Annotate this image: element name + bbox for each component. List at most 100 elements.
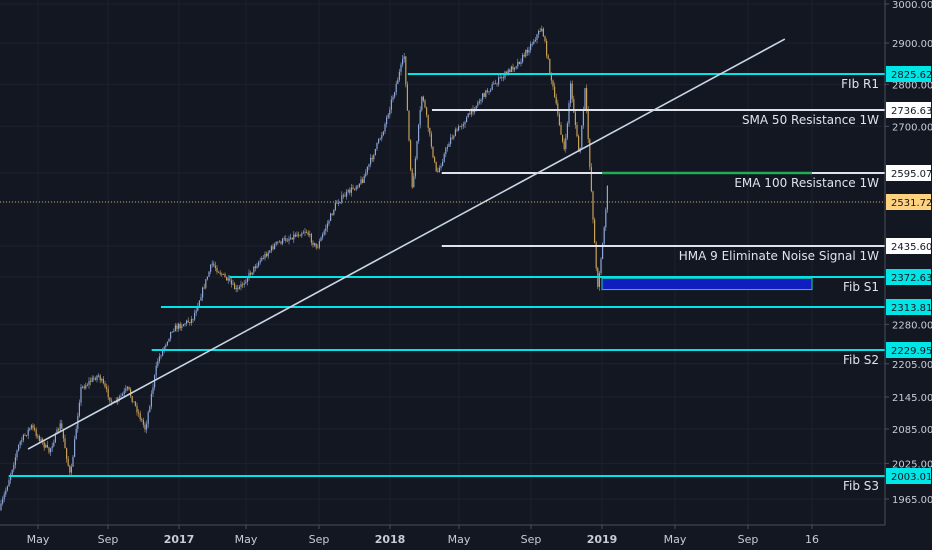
candle-body [592, 191, 594, 220]
candle-body [118, 396, 120, 398]
candle-body [162, 349, 164, 356]
candle-body [509, 69, 511, 73]
candle-body [218, 271, 220, 273]
candle-body [168, 338, 170, 342]
candle-body [133, 401, 135, 403]
candle-body [282, 238, 284, 244]
candle-body [578, 136, 580, 152]
candle-body [30, 425, 32, 429]
candle-body [267, 252, 269, 257]
grid [0, 0, 885, 525]
x-tick-label: Sep [521, 533, 542, 546]
candle-body [547, 55, 549, 59]
candle-body [250, 272, 252, 275]
candle-body [294, 234, 296, 237]
candle-body [254, 266, 256, 268]
candle-body [477, 102, 479, 106]
candle-body [298, 234, 300, 236]
candle-body [86, 384, 88, 386]
candle-body [352, 187, 354, 190]
candle-body [315, 243, 317, 248]
candle-body [158, 356, 160, 362]
candle-body [256, 266, 258, 268]
candle-body [550, 73, 552, 81]
candle-body [368, 164, 370, 167]
candle-body [286, 240, 288, 242]
candle-body [514, 67, 516, 70]
candle-body [187, 320, 189, 323]
candle-body [258, 262, 260, 267]
candle-body [229, 278, 231, 281]
candle-body [566, 123, 568, 138]
candle-body [389, 109, 391, 115]
candle-body [355, 186, 357, 190]
candle-body [490, 89, 492, 92]
candle-body [18, 444, 20, 451]
support-resistance-levels: FIb R1 SMA 50 Resistance 1W EMA 100 Resist… [8, 73, 885, 493]
candle-body [178, 323, 180, 329]
candle-body [317, 247, 319, 249]
level-price-badge-4-bg [886, 269, 931, 285]
candle-body [107, 389, 109, 398]
current-price-badge-bg [886, 194, 931, 210]
candle-body [37, 435, 39, 437]
level-label-3: HMA 9 Eliminate Noise Signal 1W [679, 249, 879, 263]
candle-body [373, 155, 375, 160]
candle-body [309, 234, 311, 235]
candle-body [75, 428, 77, 440]
candle-body [406, 84, 408, 111]
candle-body [266, 253, 268, 257]
level-label-7: Fib S3 [843, 479, 879, 493]
candle-body [542, 28, 544, 37]
candle-body [554, 86, 556, 97]
candle-body [581, 125, 583, 148]
candle-body [390, 99, 392, 110]
candle-body [277, 241, 279, 243]
candle-body [408, 110, 410, 141]
candle-body [174, 325, 176, 332]
candle-body [398, 71, 400, 80]
candle-body [306, 231, 308, 233]
candle-body [314, 243, 316, 246]
level-price-badge-7-bg [886, 468, 931, 484]
y-tick-label: 3000.00 [892, 0, 932, 11]
candle-body [333, 209, 335, 215]
candle-body [274, 244, 276, 250]
candle-body [518, 61, 520, 64]
candle-body [173, 331, 175, 333]
level-label-1: SMA 50 Resistance 1W [742, 113, 879, 127]
candle-body [224, 273, 226, 277]
candle-body [531, 43, 533, 45]
candle-body [144, 424, 146, 430]
candle-body [512, 66, 514, 70]
candle-body [453, 136, 455, 139]
candle-body [528, 49, 530, 53]
candle-body [8, 480, 10, 487]
candle-body [418, 124, 420, 142]
candle-body [142, 420, 144, 425]
x-tick-label: 2017 [164, 533, 195, 546]
x-tick-label: Sep [309, 533, 330, 546]
candle-body [146, 423, 148, 430]
candle-body [163, 346, 165, 350]
candle-body [430, 133, 432, 147]
candle-body [451, 137, 453, 139]
candle-body [0, 503, 2, 510]
candle-body [438, 167, 440, 173]
level-price-badge-2: 2595.07 [891, 169, 932, 180]
candle-body [128, 386, 130, 390]
candle-body [198, 300, 200, 307]
candle-body [259, 260, 261, 263]
candle-body [350, 187, 352, 193]
candle-body [147, 412, 149, 424]
candle-body [85, 385, 87, 389]
candle-body [568, 103, 570, 124]
candle-body [595, 243, 597, 269]
x-tick-label: Sep [98, 533, 119, 546]
candle-body [243, 283, 245, 285]
candle-body [26, 435, 28, 437]
candle-body [293, 234, 295, 240]
candle-body [322, 234, 324, 238]
